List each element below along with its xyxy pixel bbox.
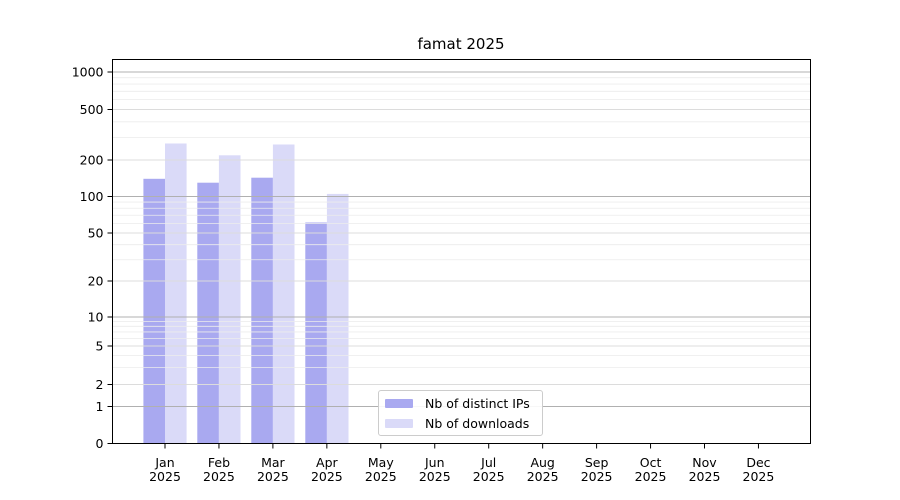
x-tick-label-year-oct: 2025 (635, 469, 667, 484)
x-tick-label-year-jun: 2025 (419, 469, 451, 484)
plot-border (112, 59, 811, 444)
x-tick-label-year-jul: 2025 (473, 469, 505, 484)
legend-label-distinct-ips: Nb of distinct IPs (425, 395, 530, 411)
x-tick-label-month-nov: Nov (692, 455, 717, 470)
y-tick-label-0: 0 (96, 436, 104, 451)
x-tick-label-year-mar: 2025 (257, 469, 289, 484)
legend: Nb of distinct IPs Nb of downloads (378, 390, 543, 436)
x-tick-label-month-feb: Feb (208, 455, 230, 470)
x-tick-label-month-oct: Oct (640, 455, 662, 470)
bar-distinct-ips-mar (251, 177, 273, 444)
legend-item-distinct-ips: Nb of distinct IPs (379, 395, 542, 412)
legend-item-downloads: Nb of downloads (379, 415, 542, 432)
x-tick-label-month-jan: Jan (154, 455, 174, 470)
bar-distinct-ips-feb (197, 182, 219, 444)
x-tick-label-year-jan: 2025 (149, 469, 181, 484)
bar-downloads-mar (272, 144, 295, 444)
x-tick-label-month-may: May (368, 455, 394, 470)
x-tick-label-month-jun: Jun (424, 455, 445, 470)
bar-distinct-ips-jan (143, 178, 165, 444)
x-tick-label-year-nov: 2025 (689, 469, 721, 484)
y-tick-label-1: 1 (96, 399, 104, 414)
y-tick-label-2: 2 (96, 377, 104, 392)
y-tick-label-50: 50 (88, 225, 104, 240)
y-tick-label-500: 500 (80, 102, 104, 117)
x-tick-label-year-dec: 2025 (743, 469, 775, 484)
chart-title: famat 2025 (417, 35, 505, 53)
x-tick-label-year-may: 2025 (365, 469, 397, 484)
x-tick-label-year-apr: 2025 (311, 469, 343, 484)
bar-downloads-apr (326, 193, 349, 444)
x-tick-label-month-apr: Apr (316, 455, 338, 470)
y-tick-label-1000: 1000 (72, 64, 104, 79)
y-tick-label-200: 200 (80, 152, 104, 167)
x-tick-label-month-sep: Sep (585, 455, 609, 470)
legend-swatch-distinct-ips (385, 398, 413, 408)
bar-downloads-feb (218, 155, 241, 444)
x-tick-label-month-jul: Jul (480, 455, 496, 470)
x-tick-label-month-dec: Dec (746, 455, 770, 470)
legend-swatch-downloads (385, 418, 413, 428)
x-tick-label-year-sep: 2025 (581, 469, 613, 484)
x-tick-label-month-mar: Mar (261, 455, 285, 470)
y-tick-label-5: 5 (96, 338, 104, 353)
y-tick-label-20: 20 (88, 273, 104, 288)
x-tick-label-month-aug: Aug (530, 455, 554, 470)
bar-downloads-jan (165, 143, 187, 444)
legend-label-downloads: Nb of downloads (425, 415, 530, 431)
bar-distinct-ips-apr (305, 222, 327, 444)
y-tick-label-100: 100 (80, 189, 104, 204)
x-tick-label-year-aug: 2025 (527, 469, 559, 484)
x-tick-label-year-feb: 2025 (203, 469, 235, 484)
y-tick-label-10: 10 (88, 309, 104, 324)
